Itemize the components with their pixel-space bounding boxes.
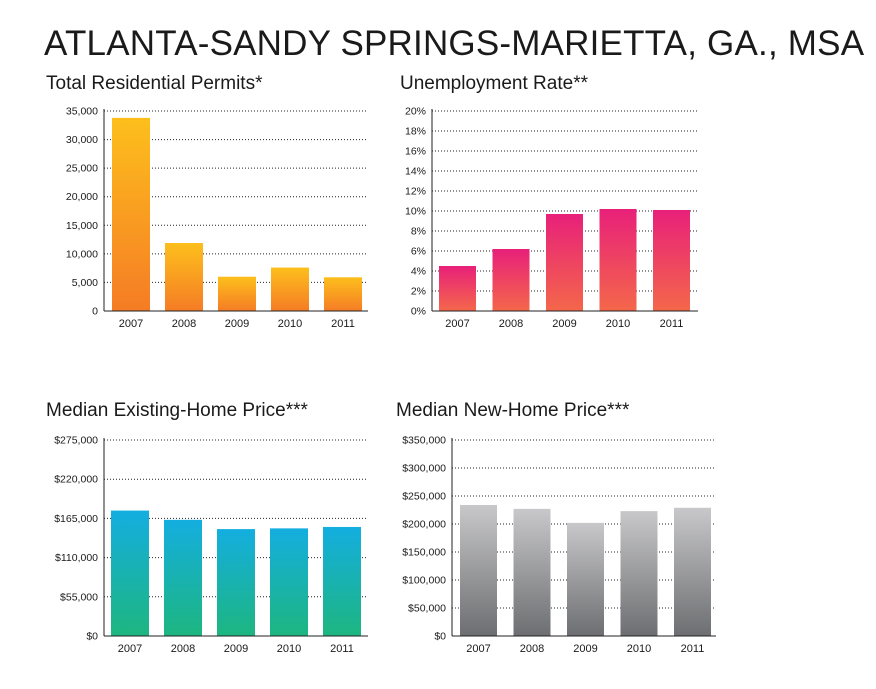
unemployment-y-tick-label: 14% (405, 166, 426, 178)
unemployment-y-tick-label: 4% (411, 266, 426, 278)
unemployment-x-tick-label: 2011 (660, 318, 684, 330)
unemployment-x-tick-label: 2007 (445, 318, 469, 330)
permits-y-tick-label: 35,000 (66, 106, 98, 118)
permits-x-tick-label: 2008 (172, 318, 196, 330)
existing-x-tick-label: 2007 (118, 643, 142, 655)
unemployment-x-tick-label: 2010 (606, 318, 630, 330)
unemployment-x-tick-label: 2008 (499, 318, 523, 330)
permits-y-tick-label: 30,000 (66, 134, 98, 146)
newhome-x-tick-label: 2010 (627, 643, 651, 655)
existing-bar-2010 (270, 528, 308, 636)
permits-bar-2007 (112, 117, 150, 311)
permits-y-tick-label: 15,000 (66, 220, 98, 232)
existing-y-tick-label: $55,000 (60, 591, 98, 603)
permits-x-tick-label: 2009 (225, 318, 249, 330)
existing-x-tick-label: 2009 (224, 643, 248, 655)
newhome-y-tick-label: $100,000 (402, 575, 446, 587)
new-home-chart-title: Median New-Home Price*** (396, 400, 630, 421)
unemployment-bar-2011 (653, 210, 690, 311)
existing-y-tick-label: $110,000 (55, 552, 98, 564)
unemployment-y-tick-label: 8% (411, 226, 426, 238)
permits-x-tick-label: 2010 (278, 318, 302, 330)
newhome-x-tick-label: 2011 (681, 643, 705, 655)
existing-x-tick-label: 2010 (277, 643, 301, 655)
permits-y-tick-label: 0 (92, 306, 98, 318)
unemployment-bar-2008 (492, 249, 530, 311)
unemployment-y-tick-label: 16% (405, 146, 426, 158)
unemployment-y-tick-label: 0% (411, 306, 426, 318)
existing-y-tick-label: $0 (86, 631, 98, 643)
permits-y-tick-label: 25,000 (66, 163, 98, 175)
permits-chart-title: Total Residential Permits* (46, 73, 263, 94)
newhome-bar-2011 (674, 507, 711, 636)
unemployment-y-tick-label: 20% (405, 106, 426, 118)
permits-y-tick-label: 20,000 (66, 191, 98, 203)
newhome-y-tick-label: $250,000 (402, 491, 446, 503)
existing-y-tick-label: $165,000 (54, 513, 98, 525)
permits-bar-2008 (165, 243, 203, 311)
unemployment-bar-2007 (439, 266, 476, 311)
permits-bar-2011 (324, 277, 362, 311)
existing-home-chart-title: Median Existing-Home Price*** (46, 400, 308, 421)
existing-bar-2008 (164, 519, 202, 636)
existing-y-tick-label: $275,000 (54, 435, 98, 447)
permits-y-tick-label: 10,000 (66, 248, 98, 260)
permits-bar-2010 (271, 267, 309, 311)
newhome-x-tick-label: 2009 (573, 643, 597, 655)
existing-bar-2009 (217, 529, 255, 636)
newhome-bar-2009 (567, 522, 604, 636)
newhome-y-tick-label: $350,000 (402, 435, 446, 447)
unemployment-y-tick-label: 2% (411, 286, 426, 298)
existing-bar-2007 (111, 510, 149, 636)
newhome-x-tick-label: 2007 (466, 643, 490, 655)
unemployment-y-tick-label: 6% (411, 246, 426, 258)
unemployment-y-tick-label: 10% (405, 206, 426, 218)
unemployment-x-tick-label: 2009 (552, 318, 576, 330)
existing-x-tick-label: 2011 (330, 643, 354, 655)
newhome-y-tick-label: $150,000 (402, 547, 446, 559)
unemployment-y-tick-label: 12% (405, 186, 426, 198)
newhome-y-tick-label: $50,000 (408, 603, 446, 615)
newhome-x-tick-label: 2008 (520, 643, 544, 655)
permits-y-tick-label: 5,000 (72, 277, 98, 289)
newhome-bar-2008 (513, 508, 551, 636)
unemployment-bar-2009 (546, 214, 583, 311)
permits-bar-2009 (218, 276, 256, 311)
existing-x-tick-label: 2008 (171, 643, 195, 655)
permits-x-tick-label: 2011 (331, 318, 355, 330)
newhome-y-tick-label: $300,000 (402, 463, 446, 475)
newhome-y-tick-label: $200,000 (402, 519, 446, 531)
existing-bar-2011 (323, 526, 361, 636)
newhome-y-tick-label: $0 (434, 631, 446, 643)
unemployment-bar-2010 (599, 209, 637, 311)
existing-y-tick-label: $220,000 (54, 474, 98, 486)
page-title: ATLANTA-SANDY SPRINGS-MARIETTA, GA., MSA (44, 24, 865, 63)
newhome-bar-2010 (620, 511, 658, 636)
unemployment-chart-title: Unemployment Rate** (400, 73, 588, 94)
unemployment-y-tick-label: 18% (405, 126, 426, 138)
permits-x-tick-label: 2007 (119, 318, 143, 330)
newhome-bar-2007 (460, 504, 497, 636)
